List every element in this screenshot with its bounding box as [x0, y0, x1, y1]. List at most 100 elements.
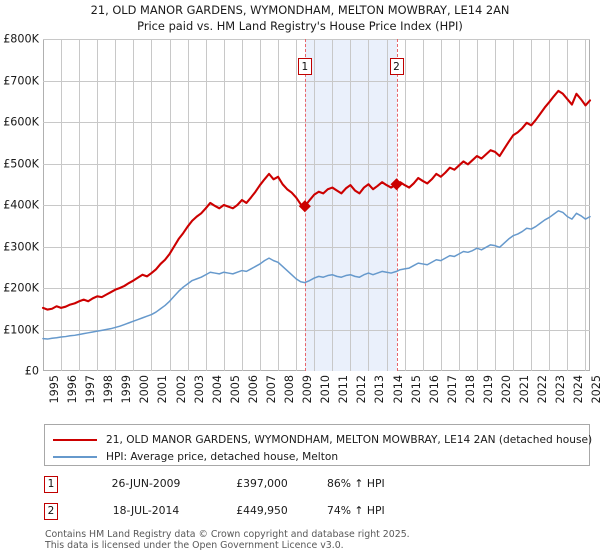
transaction-index-1: 1: [44, 476, 58, 493]
gridline-horizontal: [43, 246, 590, 248]
footer-line-2: This data is licensed under the Open Gov…: [45, 540, 344, 551]
x-axis-tick-label: 2011: [337, 375, 351, 404]
x-axis-tick-label: 2000: [138, 375, 152, 404]
gridline-horizontal: [43, 80, 590, 82]
gridline-vertical: [495, 39, 497, 371]
x-axis-tick-label: 2005: [228, 375, 242, 404]
x-axis-tick-label: 2024: [572, 375, 586, 404]
x-axis-tick-label: 2004: [210, 375, 224, 404]
footer-attribution: Contains HM Land Registry data © Crown c…: [45, 529, 585, 551]
plot-marker-number[interactable]: 2: [389, 57, 404, 75]
x-axis-tick-label: 2016: [427, 375, 441, 404]
y-axis-tick-label: £200K: [3, 281, 39, 295]
gridline-vertical: [531, 39, 533, 371]
gridline-vertical: [440, 39, 442, 371]
gridline-vertical: [314, 39, 316, 371]
legend-label-hpi: HPI: Average price, detached house, Melt…: [106, 451, 339, 463]
transaction-point-marker[interactable]: [298, 200, 311, 213]
gridline-vertical: [458, 39, 460, 371]
transaction-marker-line: [396, 39, 398, 371]
legend-swatch-hpi: [53, 456, 97, 458]
x-axis-tick-label: 2017: [445, 375, 459, 404]
title-line-1: 21, OLD MANOR GARDENS, WYMONDHAM, MELTON…: [90, 3, 510, 17]
x-axis-tick-label: 2001: [156, 375, 170, 404]
legend-label-property: 21, OLD MANOR GARDENS, WYMONDHAM, MELTON…: [106, 434, 593, 446]
y-axis-tick-label: £700K: [3, 74, 39, 87]
x-axis-tick-label: 2010: [319, 375, 333, 404]
gridline-horizontal: [43, 122, 590, 123]
transaction-point-marker[interactable]: [390, 178, 403, 191]
y-axis-tick-label: £500K: [3, 157, 39, 170]
transaction-price-1: £397,000: [236, 477, 288, 490]
gridline-vertical: [205, 39, 207, 371]
series-line: [42, 210, 591, 340]
gridline-vertical: [259, 39, 261, 371]
gridline-vertical: [476, 39, 478, 371]
y-axis-tick-label: £100K: [3, 323, 39, 336]
gridline-vertical: [350, 39, 352, 371]
footer-line-1: Contains HM Land Registry data © Crown c…: [45, 529, 410, 540]
x-axis-tick-label: 2015: [409, 375, 423, 404]
x-axis-tick-label: 2006: [246, 375, 260, 404]
gridline-vertical: [404, 39, 406, 371]
page-title: 21, OLD MANOR GARDENS, WYMONDHAM, MELTON…: [0, 2, 600, 34]
x-axis-tick-label: 2002: [174, 375, 188, 404]
gridline-vertical: [386, 39, 388, 371]
x-axis-tick-label: 2014: [391, 375, 405, 404]
x-axis-tick-label: 2003: [192, 375, 206, 404]
legend-item-hpi: HPI: Average price, detached house, Melt…: [53, 449, 338, 465]
gridline-vertical: [187, 39, 189, 371]
gridline-horizontal: [43, 205, 590, 206]
gridline-vertical: [133, 39, 135, 371]
x-axis-tick-label: 2021: [518, 375, 532, 404]
gridline-vertical: [61, 39, 63, 371]
gridline-vertical: [549, 39, 551, 371]
chart-legend: 21, OLD MANOR GARDENS, WYMONDHAM, MELTON…: [44, 424, 592, 466]
x-axis-tick-label: 1999: [120, 375, 134, 404]
gridline-vertical: [296, 39, 298, 371]
x-axis-tick-label: 2012: [355, 375, 369, 404]
x-axis-tick-label: 2022: [536, 375, 550, 404]
y-axis-tick-label: £300K: [3, 240, 39, 253]
gridline-vertical: [422, 39, 424, 371]
x-axis-tick-label: 2007: [264, 375, 278, 404]
gridline-vertical: [567, 39, 569, 371]
transaction-date-1: 26-JUN-2009: [111, 477, 181, 490]
legend-swatch-property: [53, 439, 97, 441]
series-line: [41, 89, 592, 311]
legend-item-property: 21, OLD MANOR GARDENS, WYMONDHAM, MELTON…: [53, 432, 592, 448]
x-axis-tick-label: 2018: [463, 375, 477, 404]
transaction-hpi-delta-1: 86% ↑ HPI: [327, 477, 385, 490]
gridline-horizontal: [43, 39, 590, 40]
y-axis-tick-label: £800K: [3, 32, 39, 46]
gridline-vertical: [169, 39, 171, 371]
gridline-vertical: [513, 39, 515, 371]
x-axis-tick-label: 2008: [283, 375, 297, 404]
x-axis-tick-label: 2020: [500, 375, 514, 404]
gridline-vertical: [241, 39, 243, 371]
x-axis-tick-label: 1997: [84, 375, 98, 404]
x-axis-tick-label: 2023: [554, 375, 568, 404]
x-axis-tick-label: 2009: [301, 375, 315, 404]
plot-marker-number[interactable]: 1: [297, 57, 312, 75]
gridline-vertical: [585, 39, 587, 371]
gridline-horizontal: [43, 288, 590, 289]
x-axis-tick-label: 1995: [48, 375, 61, 404]
y-axis-tick-label: £400K: [3, 198, 39, 212]
transaction-price-2: £449,950: [236, 504, 288, 517]
gridline-vertical: [79, 39, 81, 371]
x-axis-tick-label: 2013: [373, 375, 387, 404]
y-axis-tick-label: £600K: [3, 115, 39, 129]
series-layer: [41, 89, 592, 340]
transaction-hpi-delta-2: 74% ↑ HPI: [327, 504, 385, 517]
x-axis-tick-label: 1998: [102, 375, 116, 404]
x-axis-tick-label: 1996: [66, 375, 80, 404]
transaction-date-2: 18-JUL-2014: [112, 504, 180, 517]
gridline-vertical: [151, 39, 153, 371]
gridline-vertical: [332, 39, 334, 371]
y-axis-tick-label: £0: [24, 364, 39, 378]
gridline-vertical: [368, 39, 370, 371]
gridline-vertical: [115, 39, 117, 371]
